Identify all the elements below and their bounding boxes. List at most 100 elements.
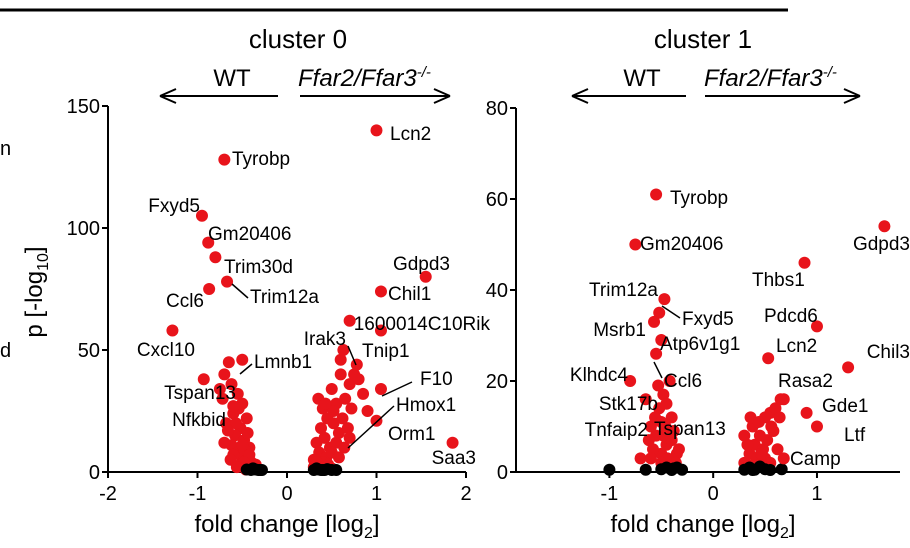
y-tick-label: 100 — [67, 218, 100, 240]
y-tick-label: 0 — [497, 462, 508, 484]
labeled-point — [374, 324, 387, 337]
significant-point — [343, 378, 356, 391]
gene-label: Ltf — [844, 425, 866, 446]
left-edge-fragment-d: d — [0, 340, 11, 362]
gene-label: Nfkbid — [172, 410, 226, 431]
gene-leader-line — [239, 363, 253, 375]
labeled-point — [650, 188, 663, 201]
significant-point — [639, 393, 652, 406]
direction-arrow-left — [571, 88, 686, 104]
nonsignificant-point — [775, 463, 788, 476]
y-tick-label: 40 — [486, 280, 508, 302]
gene-leader-line — [661, 305, 681, 319]
gene-leader-line — [347, 345, 357, 366]
labeled-point — [195, 209, 208, 222]
significant-point — [769, 402, 782, 415]
x-ticks: -1 0 1 — [601, 472, 823, 505]
significant-point — [738, 429, 751, 442]
y-ticks: 0 20 40 60 80 — [486, 98, 516, 484]
significant-point — [644, 452, 657, 465]
gene-label: Camp — [790, 449, 841, 470]
gene-leader-line — [381, 381, 413, 397]
labeled-point — [774, 393, 787, 406]
gene-label: Gm20406 — [640, 234, 723, 255]
labeled-point — [419, 270, 432, 283]
gene-label: Trim30d — [224, 257, 293, 278]
labeled-point — [810, 320, 823, 333]
labeled-point — [657, 429, 670, 442]
nonsignificant-point — [639, 463, 652, 476]
direction-label-wt: WT — [213, 65, 251, 92]
direction-arrow-left — [159, 88, 278, 104]
significant-point — [741, 438, 754, 451]
x-tick-label: 1 — [811, 483, 822, 505]
labeled-point — [762, 352, 775, 365]
significant-point — [341, 422, 354, 435]
significant-point — [231, 387, 244, 400]
labeled-point — [653, 306, 666, 319]
gene-label: Klhdc4 — [570, 365, 629, 386]
gene-label: Msrb1 — [593, 320, 646, 341]
svg-text:p [-log10]: p [-log10] — [21, 246, 52, 337]
gene-label: Chil3 — [867, 342, 910, 363]
labeled-point — [374, 285, 387, 298]
gene-label: Chil1 — [388, 284, 431, 305]
labeled-point — [810, 420, 823, 433]
significant-point — [761, 434, 774, 447]
gene-label: Tspan13 — [164, 383, 236, 404]
gene-label: Lcn2 — [776, 336, 817, 357]
y-tick-label: 0 — [89, 462, 100, 484]
significant-point — [225, 378, 238, 391]
gene-label: Hmox1 — [396, 395, 456, 416]
nonsignificant-point — [330, 464, 343, 476]
significant-point — [229, 417, 242, 430]
gene-label: Tnip1 — [362, 341, 410, 362]
significant-point — [672, 443, 685, 456]
nonsignificant-point — [746, 464, 759, 476]
significant-point — [218, 436, 231, 449]
gene-label: 1600014C10Rik — [354, 314, 491, 335]
significant-point — [325, 383, 338, 396]
left-edge-fragment-n: n — [0, 138, 11, 160]
labeled-point — [218, 153, 231, 166]
panel-cluster-0: cluster 0 WT Ffar2/Ffar3-/- p [-log10] f… — [21, 24, 491, 542]
significant-point — [334, 353, 347, 366]
axes — [515, 108, 900, 473]
gene-label: Trim12a — [589, 280, 658, 301]
y-tick-label: 20 — [486, 371, 508, 393]
significant-point — [646, 443, 659, 456]
significant-point — [357, 387, 370, 400]
nonsignificant-point — [318, 464, 331, 476]
gene-label: Cxcl10 — [137, 340, 195, 361]
nonsignificant-point — [764, 464, 777, 476]
significant-point — [657, 388, 670, 401]
nonsignificant-point — [603, 463, 616, 476]
significant-point — [771, 443, 784, 456]
significant-point — [334, 368, 347, 381]
labeled-point — [660, 397, 673, 410]
significant-point — [352, 373, 365, 386]
significant-point — [634, 452, 647, 465]
gene-leader-line — [653, 361, 663, 379]
significant-point — [642, 434, 655, 447]
labeled-point — [446, 436, 459, 449]
gene-label: Gde1 — [822, 396, 868, 417]
gene-label: Tnfaip2 — [585, 420, 648, 441]
significant-point — [338, 441, 351, 454]
gene-label: Irak3 — [304, 329, 346, 350]
labeled-point — [878, 220, 891, 233]
nonsignificant-point — [255, 464, 268, 476]
y-axis-title: p [-log10] — [21, 246, 52, 337]
nonsignificant-point — [655, 463, 668, 476]
gene-label: F10 — [420, 369, 453, 390]
gene-label: Trim12a — [250, 287, 319, 308]
labeled-point — [337, 344, 350, 356]
labeled-point — [166, 324, 179, 337]
gene-label: Tspan13 — [654, 419, 726, 440]
significant-point — [773, 411, 786, 424]
gene-label: Lcn2 — [390, 124, 431, 145]
labeled-point — [777, 452, 790, 465]
direction-label-wt: WT — [623, 65, 661, 92]
significant-point — [339, 392, 352, 405]
direction-arrow-right — [300, 88, 451, 104]
